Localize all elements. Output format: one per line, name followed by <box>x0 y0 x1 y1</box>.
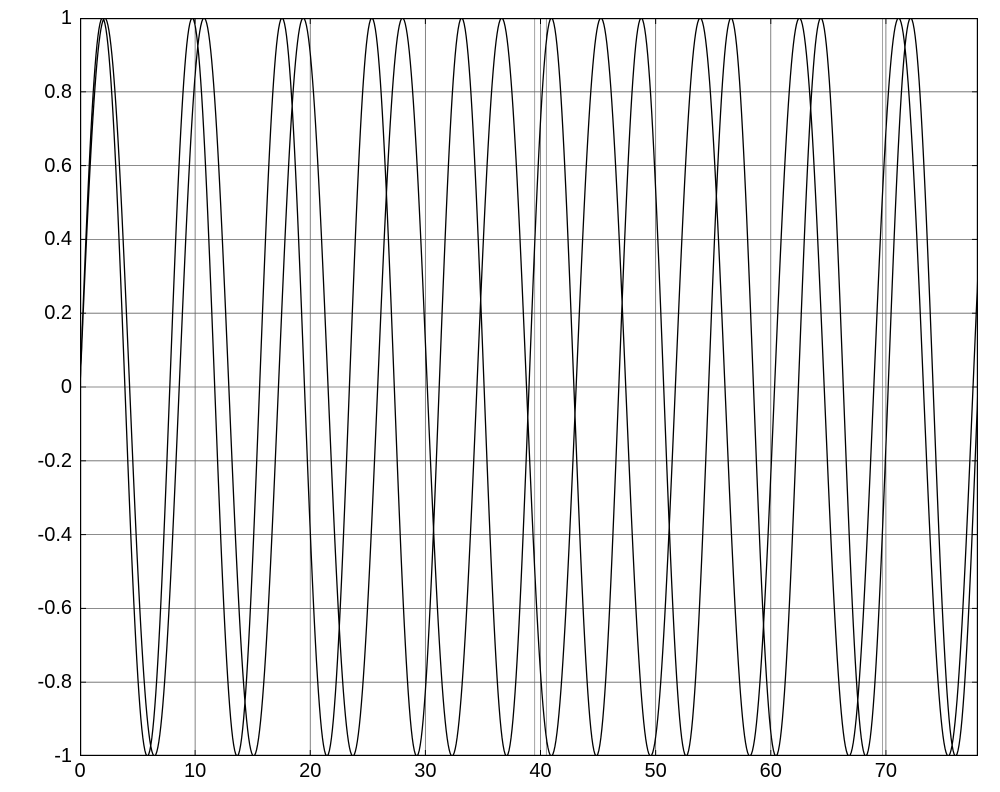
x-tick-label: 50 <box>645 760 667 783</box>
y-tick-label: 0.8 <box>44 81 72 104</box>
x-tick-label: 20 <box>299 760 321 783</box>
x-tick-label: 60 <box>760 760 782 783</box>
y-tick-label: 1 <box>61 7 72 30</box>
y-tick-label: 0.6 <box>44 155 72 178</box>
y-tick-label: 0.4 <box>44 228 72 251</box>
x-tick-label: 10 <box>184 760 206 783</box>
x-tick-label: 40 <box>529 760 551 783</box>
y-tick-label: -0.2 <box>38 450 72 473</box>
y-tick-label: -0.8 <box>38 671 72 694</box>
y-tick-label: 0 <box>61 376 72 399</box>
x-tick-label: 30 <box>414 760 436 783</box>
x-tick-label: 0 <box>74 760 85 783</box>
chart-container: -1-0.8-0.6-0.4-0.200.20.40.60.8101020304… <box>0 0 1000 792</box>
y-tick-label: -1 <box>54 745 72 768</box>
y-tick-label: -0.4 <box>38 524 72 547</box>
y-tick-label: -0.6 <box>38 597 72 620</box>
line-chart <box>80 18 978 756</box>
y-tick-label: 0.2 <box>44 302 72 325</box>
x-tick-label: 70 <box>875 760 897 783</box>
